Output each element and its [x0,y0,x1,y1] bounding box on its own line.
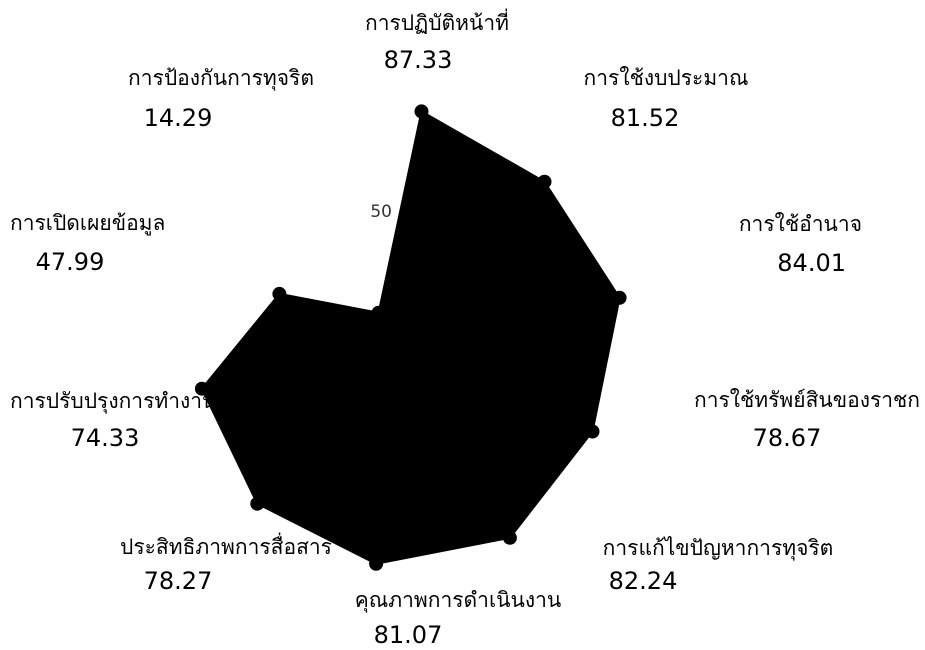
data-value-label: 81.52 [611,104,680,132]
radar-area [200,109,621,565]
category-label: ประสิทธิภาพการสื่อสาร [120,532,332,559]
radar-tick-layer: 50 [370,202,392,222]
data-value-label: 78.27 [144,567,213,595]
radar-area-layer [200,109,621,565]
data-value-label: 87.33 [384,46,453,74]
category-label: การแก้ไขปัญหาการทุจริต [603,536,834,561]
data-value-label: 14.29 [144,104,213,132]
data-point [194,381,209,396]
category-label: การปรับปรุงการทำงาน [10,389,216,414]
data-point [250,496,265,511]
data-point [585,424,600,439]
radial-tick-label: 50 [370,202,392,222]
data-value-label: 47.99 [36,248,105,276]
category-label: การป้องกันการทุจริต [128,66,314,91]
data-point [502,530,517,545]
data-point [272,286,287,301]
data-value-label: 81.07 [374,621,443,649]
data-value-label: 78.67 [753,424,822,452]
data-value-label: 74.33 [71,424,140,452]
category-label: คุณภาพการดำเนินงาน [355,588,562,613]
radar-label-layer: การปฏิบัติหน้าที่ 87.33 การใช้งบประมาณ 81.5… [10,8,920,649]
radar-point-layer [194,104,627,571]
category-label: การปฏิบัติหน้าที่ [365,8,509,35]
category-label: การใช้อำนาจ [739,212,862,236]
data-point [414,104,429,119]
data-point [371,305,386,320]
data-point [612,290,627,305]
data-value-label: 82.24 [609,567,678,595]
data-point [369,556,384,571]
data-point [537,174,552,189]
data-value-label: 84.01 [777,249,846,277]
category-label: การเปิดเผยข้อมูล [10,211,165,236]
category-label: การใช้ทรัพย์สินของราชก [694,388,920,412]
category-label: การใช้งบประมาณ [584,66,749,90]
